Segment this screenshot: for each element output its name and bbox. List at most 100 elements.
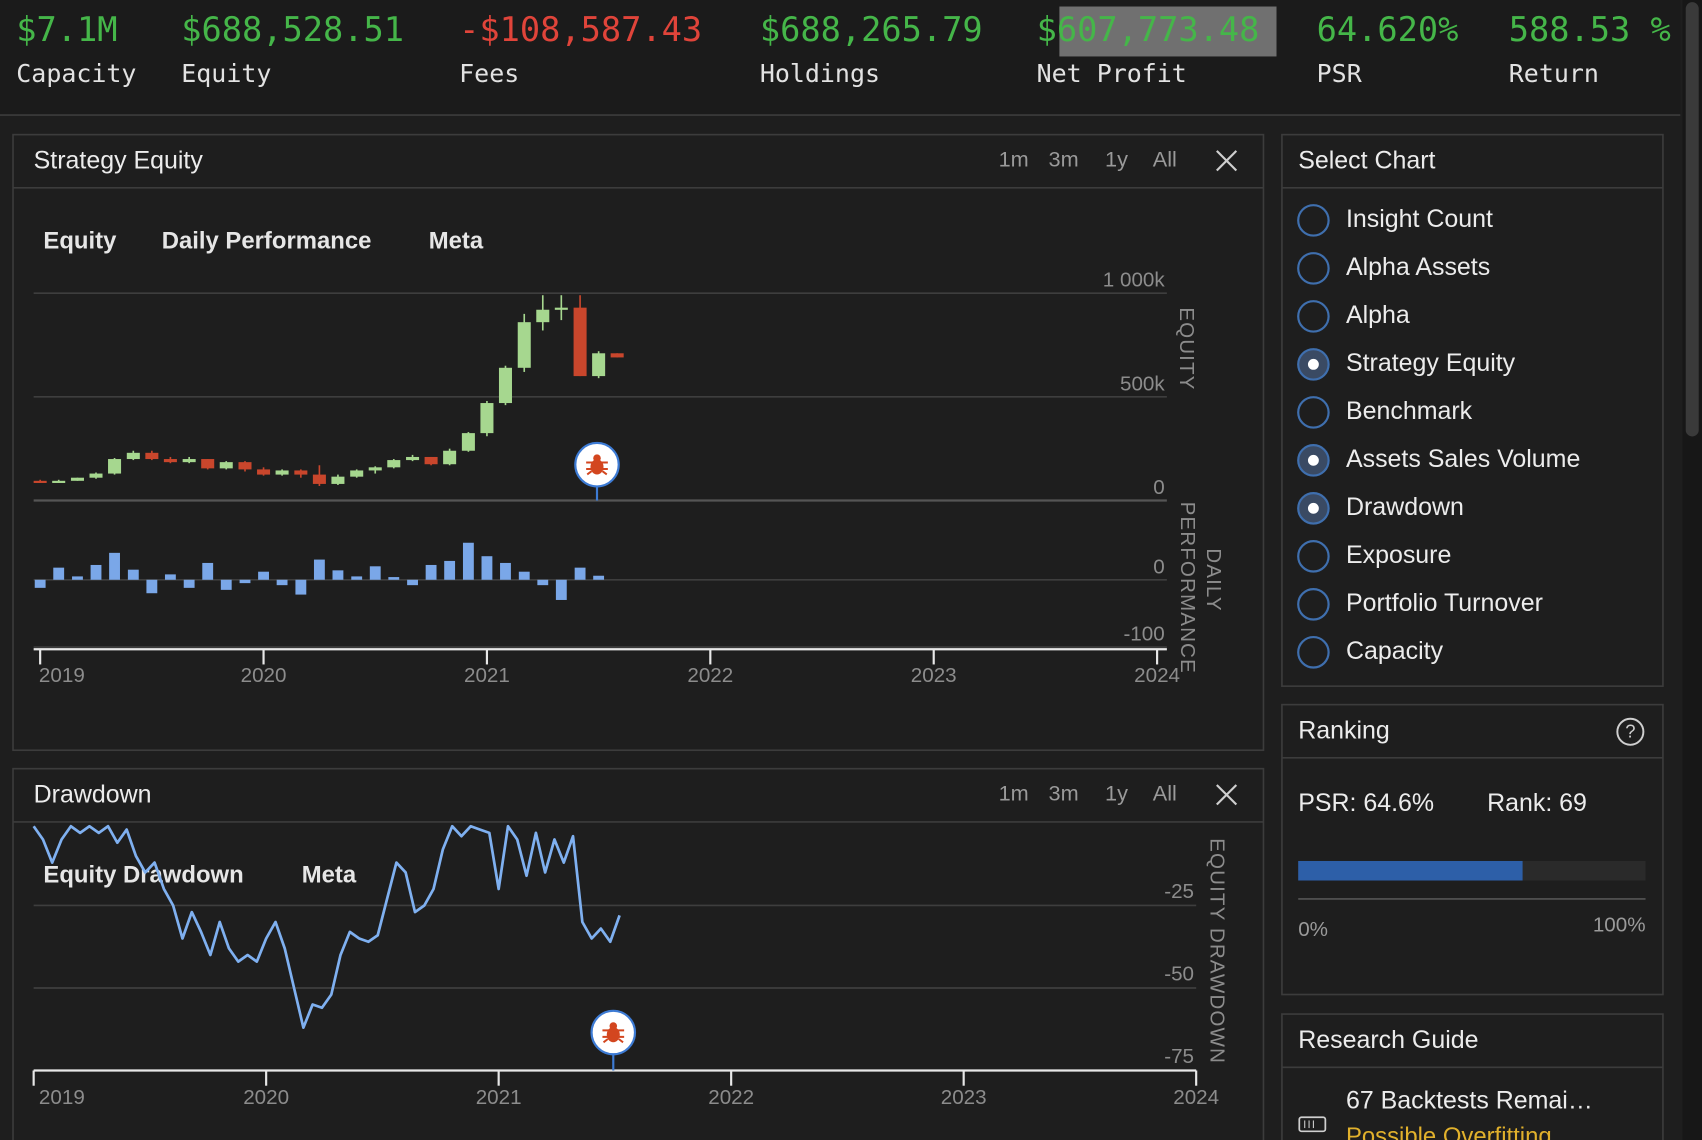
candle-body: [163, 459, 177, 463]
help-icon[interactable]: [1616, 717, 1645, 746]
chart-option[interactable]: Alpha: [1346, 301, 1410, 329]
bar: [313, 559, 325, 580]
stat-value: $688,265.79: [760, 10, 983, 49]
chart-option[interactable]: Strategy Equity: [1346, 349, 1516, 377]
bar: [202, 562, 214, 580]
y-tick-label: -75: [1164, 1045, 1194, 1068]
battery-icon: [1298, 1116, 1327, 1133]
stat-value: $607,773.48: [1037, 10, 1260, 49]
bar: [537, 579, 549, 586]
bug-icon: [602, 1029, 625, 1044]
radio-button[interactable]: [1297, 588, 1330, 621]
text-selection: [1059, 6, 1277, 57]
chart-tab[interactable]: Equity: [43, 227, 117, 254]
bar: [146, 579, 158, 594]
x-tick-label: 2019: [39, 1086, 85, 1109]
bar: [555, 579, 567, 600]
candle-body: [424, 456, 438, 465]
warning-text: Possible Overfitting: [1346, 1123, 1552, 1140]
stat-value: 588.53 %: [1509, 10, 1671, 49]
chart-option[interactable]: Exposure: [1346, 541, 1451, 569]
stats-bar: [0, 0, 1681, 116]
candle-body: [108, 459, 122, 474]
panel-title: Ranking: [1298, 716, 1390, 744]
bar: [369, 566, 381, 580]
stat-label: Net Profit: [1037, 59, 1187, 88]
close-button[interactable]: [1216, 784, 1238, 806]
candle-body: [498, 367, 512, 404]
chart-option[interactable]: Benchmark: [1346, 397, 1473, 425]
bar: [183, 579, 195, 588]
range-button[interactable]: 1m: [999, 146, 1029, 171]
panel-title: Drawdown: [34, 780, 152, 808]
y-tick-label: 0: [1153, 476, 1164, 499]
scrollbar-thumb[interactable]: [1685, 2, 1699, 437]
chart-option[interactable]: Portfolio Turnover: [1346, 589, 1543, 617]
candle-body: [461, 433, 475, 451]
x-tick-label: 2020: [243, 1086, 289, 1109]
panel-title: Strategy Equity: [34, 146, 204, 174]
radio-button[interactable]: [1297, 396, 1330, 429]
y-axis-label: PERFORMANCE: [1176, 502, 1199, 674]
range-button[interactable]: 1y: [1105, 780, 1128, 805]
radio-dot: [1307, 502, 1319, 514]
radio-button[interactable]: [1297, 252, 1330, 285]
range-button[interactable]: All: [1153, 146, 1177, 171]
stat-label: Return: [1509, 59, 1599, 88]
chart-option[interactable]: Drawdown: [1346, 493, 1464, 521]
bar: [351, 576, 363, 580]
bar: [109, 552, 120, 580]
radio-dot: [1307, 358, 1319, 370]
bar: [407, 579, 418, 586]
x-tick-label: 2023: [911, 664, 957, 687]
chart-option[interactable]: Assets Sales Volume: [1346, 445, 1580, 473]
range-button[interactable]: 1m: [999, 780, 1029, 805]
candle-body: [182, 459, 196, 463]
bar: [295, 579, 307, 595]
bar: [574, 567, 586, 580]
candle-body: [257, 469, 271, 475]
y-tick-label: -25: [1164, 880, 1194, 903]
x-tick-label: 2021: [476, 1086, 522, 1109]
bar: [90, 564, 102, 580]
help-text: ?: [1625, 721, 1635, 742]
bar: [462, 542, 474, 580]
bug-icon: [586, 461, 608, 476]
close-button[interactable]: [1216, 150, 1238, 172]
candle-body: [70, 477, 84, 481]
radio-button[interactable]: [1297, 300, 1330, 333]
x-tick-label: 2022: [708, 1086, 754, 1109]
chart-tab[interactable]: Equity Drawdown: [43, 861, 243, 888]
radio-button[interactable]: [1297, 636, 1330, 669]
stat-label: PSR: [1317, 59, 1363, 88]
bar: [500, 562, 511, 580]
x-tick-label: 2022: [687, 664, 733, 687]
chart-option[interactable]: Capacity: [1346, 637, 1444, 665]
bar: [164, 574, 176, 580]
chart-tab[interactable]: Daily Performance: [162, 227, 372, 254]
bar: [72, 576, 83, 580]
candle-body: [610, 353, 624, 358]
bar: [53, 567, 65, 580]
backtests-text: 67 Backtests Remai…: [1346, 1087, 1593, 1115]
bar: [239, 579, 251, 584]
bar: [127, 569, 139, 580]
range-button[interactable]: All: [1153, 780, 1177, 805]
candle-body: [145, 452, 159, 460]
candle-body: [331, 476, 345, 484]
y-tick-label: -100: [1123, 623, 1164, 646]
chart-option[interactable]: Insight Count: [1346, 205, 1493, 233]
bar: [276, 579, 288, 586]
candle-body: [368, 467, 382, 471]
x-tick-label: 2020: [241, 664, 287, 687]
range-button[interactable]: 3m: [1049, 780, 1079, 805]
candle-body: [573, 307, 587, 377]
candle-body: [294, 470, 308, 475]
radio-button[interactable]: [1297, 540, 1330, 573]
range-button[interactable]: 1y: [1105, 146, 1128, 171]
radio-button[interactable]: [1297, 204, 1330, 237]
chart-tab[interactable]: Meta: [429, 227, 484, 254]
chart-tab[interactable]: Meta: [302, 861, 357, 888]
range-button[interactable]: 3m: [1049, 146, 1079, 171]
chart-option[interactable]: Alpha Assets: [1346, 253, 1490, 281]
